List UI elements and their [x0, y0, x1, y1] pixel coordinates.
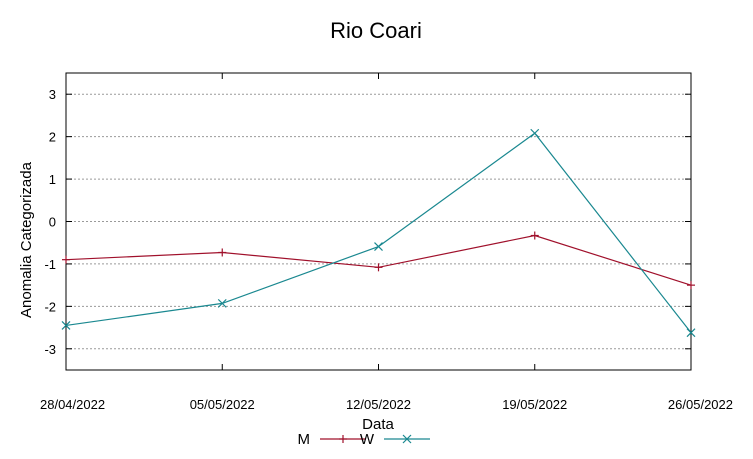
- y-axis-label: Anomalia Categorizada: [18, 161, 35, 318]
- x-tick-label: 05/05/2022: [190, 397, 255, 412]
- y-tick-label: 2: [49, 130, 56, 145]
- y-tick-label: -1: [44, 257, 56, 272]
- series-lines: [61, 128, 696, 338]
- series-W: [61, 128, 696, 338]
- x-axis-label: Data: [362, 416, 394, 433]
- marker-x: [402, 434, 412, 444]
- y-tick-label: -2: [44, 299, 56, 314]
- plot-frame: [65, 72, 692, 371]
- legend-label-W: W: [360, 431, 375, 448]
- y-tick-label: -3: [44, 342, 56, 357]
- y-axis-ticks: 3 2 1 0 -1 -2 -3: [44, 87, 691, 357]
- marker-x: [686, 328, 696, 338]
- x-tick-label: 28/04/2022: [40, 397, 105, 412]
- series-M: [62, 231, 695, 290]
- x-tick-label: 19/05/2022: [502, 397, 567, 412]
- y-tick-label: 1: [49, 172, 56, 187]
- marker-x: [61, 321, 71, 330]
- x-axis-ticks: 28/04/2022 05/05/2022 12/05/2022 19/05/2022…: [40, 73, 733, 412]
- marker-x: [217, 298, 227, 308]
- chart-title: Rio Coari: [330, 18, 422, 43]
- marker-x: [530, 128, 540, 138]
- y-tick-label: 3: [49, 87, 56, 102]
- x-tick-label: 26/05/2022: [668, 397, 733, 412]
- x-tick-label: 12/05/2022: [346, 397, 411, 412]
- series-line-W: [65, 132, 692, 334]
- y-tick-label: 0: [49, 215, 56, 230]
- series-line-M: [65, 234, 692, 286]
- marker-x: [374, 242, 383, 251]
- legend-label-M: M: [298, 431, 311, 448]
- grid-lines: [66, 93, 691, 350]
